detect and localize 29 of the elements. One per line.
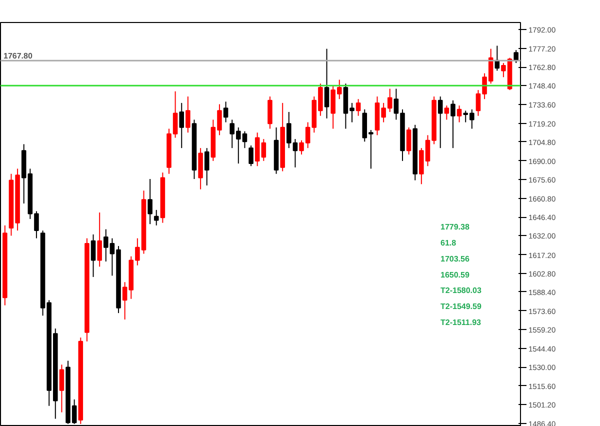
candlestick [324,48,330,119]
candlestick [248,144,254,167]
ref-line-label: 1767.80 [4,52,33,61]
candlestick [59,364,64,413]
candlestick [261,138,266,162]
candlestick [514,50,518,64]
annotation: T2-1580.03 [440,286,482,295]
annotation: 1779.38 [440,222,470,232]
candlestick [179,102,184,149]
candlestick [268,96,272,130]
candlestick [444,105,450,120]
annotation: 1650.59 [440,270,470,280]
candlestick [154,209,159,226]
candlestick [204,148,210,186]
candlestick [97,212,102,268]
candlestick [406,126,412,156]
annotation: 1703.56 [440,254,470,264]
candlestick [356,98,361,116]
candlestick [254,132,260,167]
candlestick [223,101,228,123]
candlestick [438,96,443,149]
annotation: T2-1511.93 [440,318,482,327]
annotation: 61.8 [440,238,457,248]
candlestick [148,178,152,225]
candlestick [456,105,462,123]
annotation: T2-1549.59 [440,302,482,311]
candlestick [450,100,456,149]
candlestick [90,234,96,278]
candlestick [186,96,190,134]
